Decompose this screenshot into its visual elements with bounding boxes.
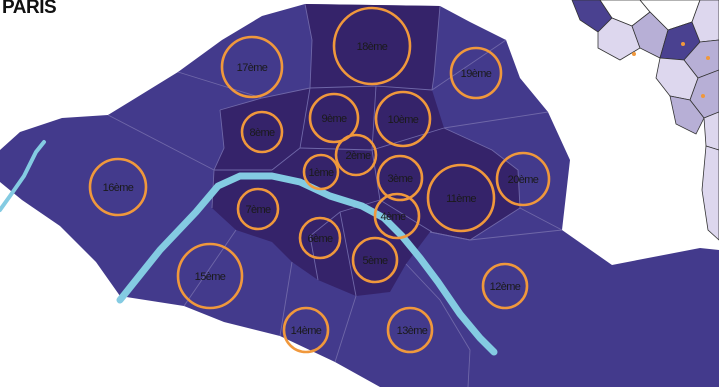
label-5: 5ème xyxy=(362,255,388,267)
circle-17 xyxy=(220,35,284,99)
circle-18 xyxy=(332,6,412,86)
label-20: 20ème xyxy=(508,174,539,186)
district-borders xyxy=(107,3,563,387)
seine-river-west xyxy=(0,140,46,212)
circle-13 xyxy=(386,306,434,354)
label-6: 6ème xyxy=(307,233,333,245)
circle-15 xyxy=(176,242,244,310)
label-14: 14ème xyxy=(291,325,322,337)
circle-2 xyxy=(334,133,378,177)
label-16: 16ème xyxy=(103,182,134,194)
suburb-dot xyxy=(632,52,636,56)
circle-9 xyxy=(308,92,360,144)
label-17: 17ème xyxy=(237,62,268,74)
circle-14 xyxy=(282,306,330,354)
label-4: 4ème xyxy=(380,211,406,223)
circle-1 xyxy=(302,153,340,191)
label-3: 3ème xyxy=(387,173,413,185)
label-18: 18ème xyxy=(357,41,388,53)
circle-20 xyxy=(495,151,551,207)
label-8: 8ème xyxy=(249,127,275,139)
suburb-dot xyxy=(701,94,705,98)
suburb-region xyxy=(669,95,705,135)
circle-6 xyxy=(298,216,342,260)
label-1: 1ème xyxy=(308,167,334,179)
suburb-region xyxy=(701,145,719,241)
label-19: 19ème xyxy=(461,68,492,80)
label-2: 2ème xyxy=(345,150,371,162)
label-13: 13ème xyxy=(397,325,428,337)
circle-11 xyxy=(426,163,496,233)
suburb-dot xyxy=(706,56,710,60)
circle-5 xyxy=(351,236,399,284)
arrondissement-circles xyxy=(88,6,551,354)
circle-8 xyxy=(240,110,284,154)
label-11: 11ème xyxy=(446,193,476,205)
arrondissement-labels: 1ème 2ème 3ème 4ème 5ème 6ème 7ème 8ème … xyxy=(103,41,540,337)
circle-4 xyxy=(373,192,421,240)
circle-19 xyxy=(449,46,503,100)
label-10: 10ème xyxy=(388,114,419,126)
suburb-region xyxy=(691,0,719,43)
map-title: PARIS xyxy=(2,0,57,18)
circle-16 xyxy=(88,157,148,217)
suburb-region xyxy=(703,111,719,151)
label-9: 9ème xyxy=(321,113,347,125)
circle-7 xyxy=(236,187,280,231)
label-15: 15ème xyxy=(195,271,226,283)
suburb-dot xyxy=(681,42,685,46)
suburb-map-fragment xyxy=(571,0,719,241)
circle-12 xyxy=(481,262,529,310)
circle-10 xyxy=(374,90,432,148)
seine-river xyxy=(116,172,498,356)
label-12: 12ème xyxy=(490,281,521,293)
circle-3 xyxy=(376,154,424,202)
label-7: 7ème xyxy=(245,204,271,216)
